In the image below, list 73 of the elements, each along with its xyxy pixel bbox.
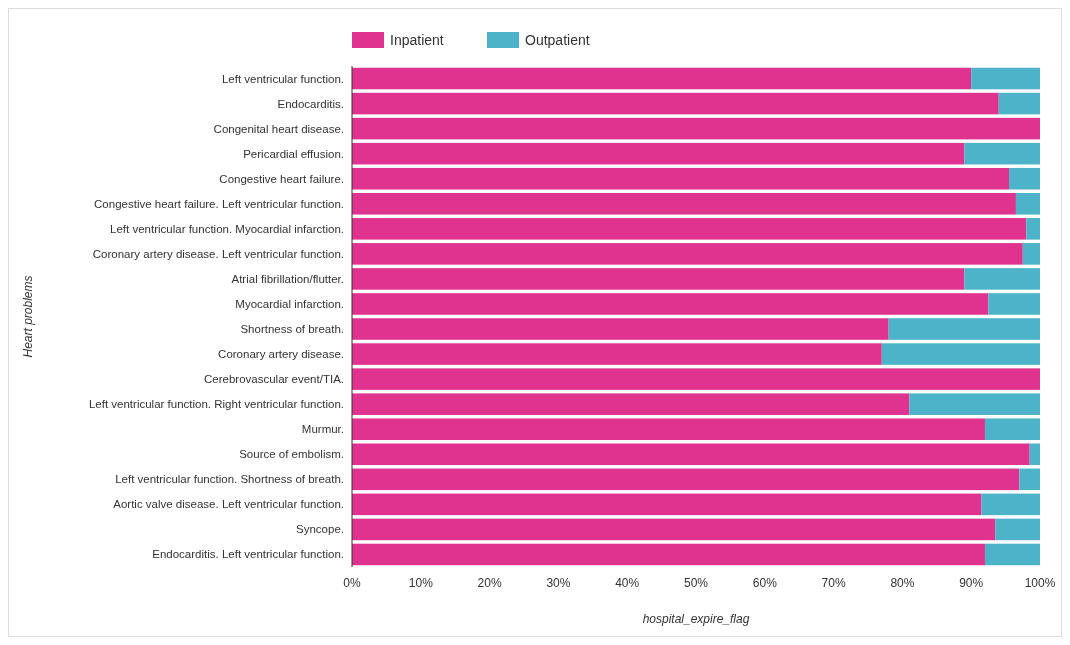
bar xyxy=(352,543,985,566)
bar xyxy=(1026,218,1040,240)
y-tick-label: Source of embolism. xyxy=(239,448,344,461)
y-tick-label: Shortness of breath. xyxy=(240,323,344,336)
x-tick-label: 80% xyxy=(890,576,915,590)
bar xyxy=(995,518,1040,541)
y-tick-label: Pericardial effusion. xyxy=(243,147,344,160)
bar xyxy=(888,318,1040,340)
bar xyxy=(1015,193,1040,215)
y-tick-label: Murmur. xyxy=(301,423,344,436)
y-tick-label: Aortic valve disease. Left ventricular function. xyxy=(113,498,344,511)
y-tick-label: Endocarditis. xyxy=(277,97,344,110)
y-tick-label: Cerebrovascular event/TIA. xyxy=(204,373,344,386)
y-tick-label: Left ventricular function. Right ventricular function. xyxy=(88,398,344,411)
y-tick-label: Syncope. xyxy=(296,523,344,536)
bar xyxy=(881,343,1040,365)
legend-label: Inpatient xyxy=(390,32,444,48)
bar xyxy=(352,193,1016,215)
bar xyxy=(352,518,996,541)
bar xyxy=(352,117,1040,140)
x-tick-label: 100% xyxy=(1024,576,1056,590)
bar xyxy=(988,293,1040,315)
bar xyxy=(984,418,1040,440)
legend-label: Outpatient xyxy=(525,32,590,48)
bar xyxy=(352,318,889,340)
bar xyxy=(1009,167,1040,190)
bar xyxy=(1029,443,1040,466)
x-tick-label: 40% xyxy=(615,576,640,590)
bar xyxy=(352,493,982,516)
x-tick-label: 10% xyxy=(408,576,434,590)
bar xyxy=(352,293,989,315)
bar xyxy=(352,443,1030,466)
y-tick-label: Endocarditis. Left ventricular function. xyxy=(152,548,344,561)
bar xyxy=(352,268,965,290)
bar xyxy=(352,468,1020,491)
y-tick-label: Left ventricular function. Shortness of breath. xyxy=(115,473,344,486)
y-tick-label: Atrial fibrillation/flutter. xyxy=(231,272,344,285)
x-tick-label: 30% xyxy=(546,576,571,590)
bar xyxy=(964,142,1040,165)
x-tick-label: 70% xyxy=(821,576,846,590)
bar xyxy=(352,243,1023,265)
y-tick-label: Coronary artery disease. xyxy=(218,348,344,361)
x-tick-label: 60% xyxy=(752,576,778,590)
bar xyxy=(352,343,882,365)
x-axis-title: hospital_expire_flag xyxy=(642,612,750,626)
bar xyxy=(1022,243,1040,265)
y-tick-label: Left ventricular function. Myocardial infarction. xyxy=(110,222,344,235)
y-tick-label: Congenital heart disease. xyxy=(213,122,344,135)
bar xyxy=(352,92,999,115)
bar xyxy=(352,67,972,90)
bar xyxy=(971,67,1040,90)
y-tick-label: Congestive heart failure. Left ventricular function. xyxy=(94,197,344,210)
y-tick-label: Coronary artery disease. Left ventricular function. xyxy=(92,247,344,260)
bar xyxy=(352,218,1027,240)
y-tick-label: Congestive heart failure. xyxy=(219,172,344,185)
y-axis-title: Heart problems xyxy=(21,275,35,358)
x-tick-label: 50% xyxy=(683,576,709,590)
bar xyxy=(981,493,1040,516)
x-tick-label: 20% xyxy=(477,576,502,590)
bar xyxy=(984,543,1040,566)
bar xyxy=(1019,468,1040,491)
y-tick-label: Left ventricular function. xyxy=(221,72,344,85)
y-tick-label: Myocardial infarction. xyxy=(235,297,344,310)
bar xyxy=(998,92,1040,115)
bar xyxy=(352,368,1040,390)
x-tick-label: 90% xyxy=(959,576,984,590)
bar xyxy=(909,393,1040,415)
bar xyxy=(352,167,1010,190)
bar xyxy=(352,393,910,415)
bar xyxy=(352,418,985,440)
bar xyxy=(964,268,1040,290)
x-tick-label: 0% xyxy=(343,576,361,590)
bar xyxy=(352,142,965,165)
